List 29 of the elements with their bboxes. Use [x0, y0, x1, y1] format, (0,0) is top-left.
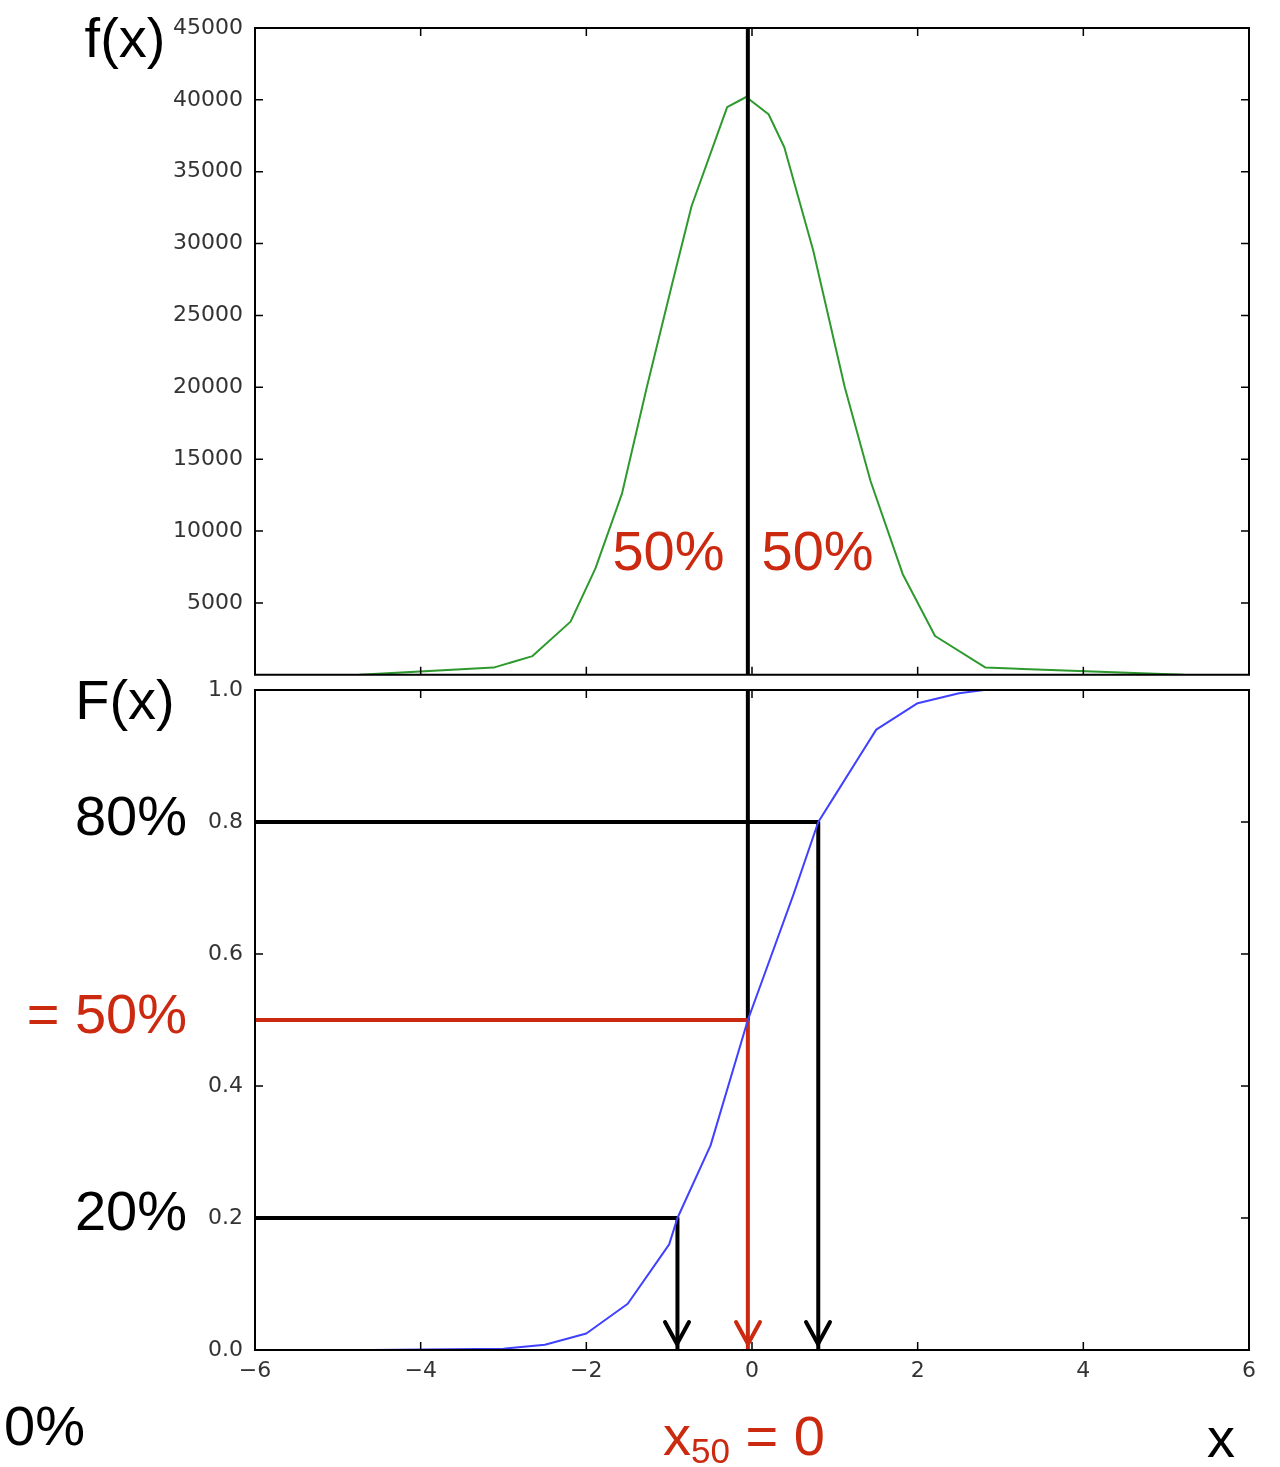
y-tick-label: 30000 [173, 229, 243, 255]
y-tick-label: 25000 [173, 301, 243, 327]
y-tick-label: 10000 [173, 516, 243, 542]
text: 80% [74, 784, 188, 848]
y-tick-label: 45000 [173, 13, 243, 39]
y-tick-label: 0.4 [208, 1071, 243, 1097]
y-tick-label: 1.0 [208, 675, 243, 701]
y-tick-label: 15000 [173, 444, 243, 470]
annotation: 50% [761, 518, 874, 582]
y-tick-label: 35000 [173, 157, 243, 183]
y-tick-label: 0.8 [208, 807, 243, 833]
y-axis-title: F(x) [75, 668, 175, 732]
x-tick-label: −2 [570, 1356, 603, 1382]
y-tick-label: 20000 [173, 373, 243, 399]
annotation: 50% [612, 518, 725, 582]
x-tick-label: 6 [1242, 1356, 1256, 1382]
y-tick-label: 40000 [173, 85, 243, 111]
y-tick-label: 0.6 [208, 939, 243, 965]
x-tick-label: 4 [1076, 1356, 1091, 1382]
y-tick-label: 0.2 [208, 1203, 243, 1229]
x-tick-label: 0 [745, 1356, 759, 1382]
y-tick-label: 5000 [187, 588, 243, 614]
text: 20% [74, 1179, 188, 1243]
y-axis-title: f(x) [84, 6, 166, 70]
x-tick-label: 2 [910, 1356, 925, 1382]
x-tick-label: −4 [404, 1356, 437, 1382]
text: = 50% [26, 982, 187, 1046]
x-axis-title: x [1207, 1406, 1235, 1467]
text: 0% [4, 1394, 85, 1458]
